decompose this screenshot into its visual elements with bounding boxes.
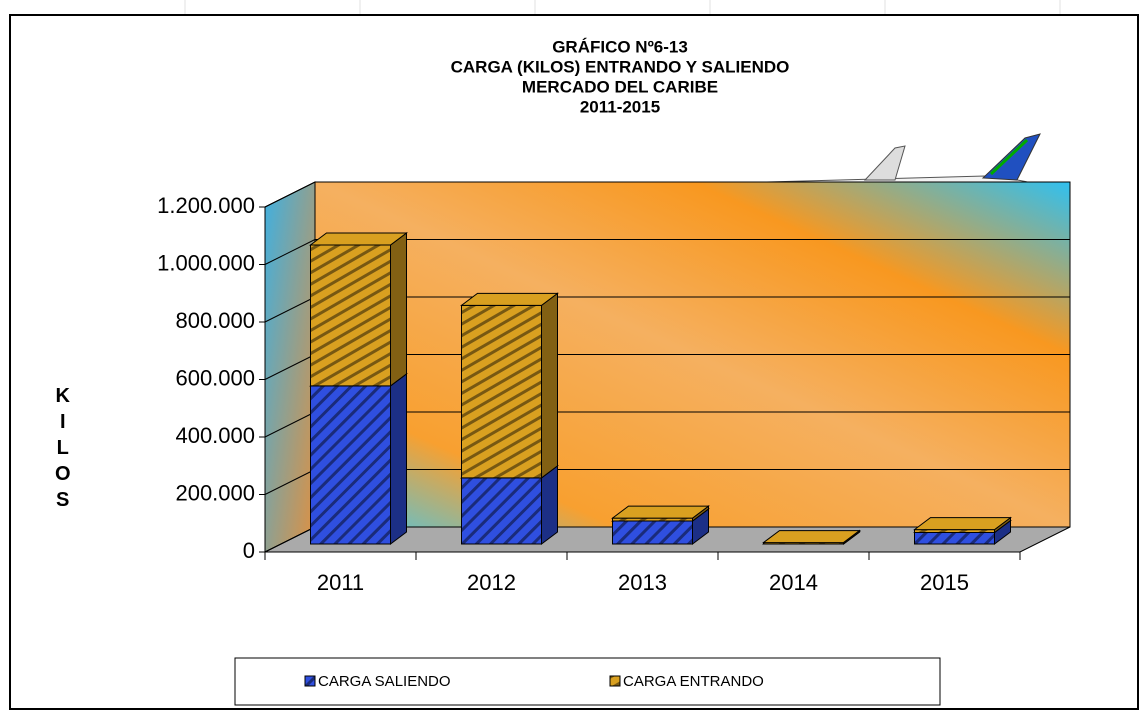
y-tick-label: 400.000 [175, 423, 255, 448]
bar-top [762, 530, 861, 544]
bar-segment [310, 244, 391, 387]
bar-segment [461, 477, 542, 545]
bar-side [541, 292, 558, 479]
y-tick-label: 800.000 [175, 308, 255, 333]
x-tick-label: 2015 [920, 570, 969, 595]
sheet-grid [184, 0, 1061, 15]
chart-title: CARGA (KILOS) ENTRANDO Y SALIENDO [451, 57, 790, 76]
bar-side [390, 372, 407, 545]
bar-top [611, 505, 710, 519]
legend-label: CARGA SALIENDO [318, 673, 451, 690]
legend-swatch [609, 675, 621, 687]
grid-line [264, 296, 316, 323]
y-tick-label: 1.000.000 [157, 250, 255, 275]
y-tick-label: 200.000 [175, 480, 255, 505]
chart-title: 2011-2015 [580, 97, 660, 116]
x-tick-label: 2014 [769, 570, 818, 595]
bar-segment [612, 520, 693, 545]
grid-line [264, 181, 316, 208]
bar-top [913, 517, 1012, 531]
bar-side [390, 232, 407, 387]
grid-line [264, 354, 316, 380]
chart-title: MERCADO DEL CARIBE [522, 77, 718, 96]
x-tick-label: 2011 [317, 570, 364, 595]
bar-segment [461, 304, 542, 479]
legend-swatch [304, 675, 316, 687]
x-tick-label: 2013 [618, 570, 667, 595]
bar-segment [914, 532, 995, 545]
y-tick-label: 1.200.000 [157, 193, 255, 218]
y-axis-label: KILOS [52, 385, 74, 515]
x-tick-label: 2012 [467, 570, 516, 595]
bar-top [460, 292, 559, 306]
legend-box [234, 657, 941, 706]
legend-label: CARGA ENTRANDO [623, 673, 764, 690]
y-tick-label: 0 [243, 538, 255, 563]
grid-line [264, 411, 316, 438]
bar-segment [310, 385, 391, 545]
grid-line [264, 469, 316, 495]
grid-line [264, 239, 316, 265]
bar-side [541, 464, 558, 545]
grid-line [264, 526, 316, 553]
chart-title: GRÁFICO Nº6-13 [552, 37, 688, 56]
y-tick-label: 600.000 [175, 365, 255, 390]
bar-top [309, 232, 408, 246]
